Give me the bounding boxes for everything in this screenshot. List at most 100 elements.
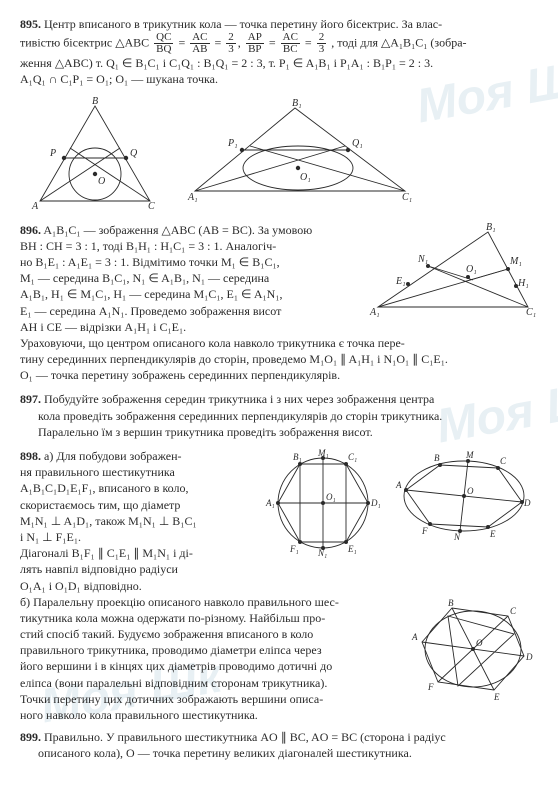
fraction: ACBC bbox=[281, 32, 300, 55]
svg-text:B₁: B₁ bbox=[486, 222, 496, 233]
svg-text:O₁: O₁ bbox=[326, 492, 336, 502]
problem-number: 898. bbox=[20, 449, 41, 463]
svg-text:O₁: O₁ bbox=[300, 172, 311, 183]
text-line: BH : CH = 3 : 1, тоді B₁H₁ : H₁C₁ = 3 : … bbox=[20, 238, 358, 254]
svg-text:F: F bbox=[421, 526, 428, 536]
text-line: A₁B₁C₁D₁E₁F₁, вписаного в коло, bbox=[20, 480, 250, 496]
svg-text:E: E bbox=[493, 692, 500, 702]
svg-text:H₁: H₁ bbox=[517, 278, 529, 289]
svg-text:C₁: C₁ bbox=[526, 307, 536, 317]
svg-text:A₁: A₁ bbox=[187, 192, 198, 203]
svg-text:C₁: C₁ bbox=[402, 192, 412, 203]
text-line: Паралельно їм з вершин трикутника провед… bbox=[20, 424, 538, 440]
text-line: AH і CE — відрізки A₁H₁ і C₁E₁. bbox=[20, 319, 358, 335]
svg-text:O: O bbox=[476, 638, 483, 648]
svg-text:F₁: F₁ bbox=[289, 544, 299, 554]
svg-text:N₁: N₁ bbox=[417, 254, 428, 265]
text: Правильно. У правильного шестикутника AO… bbox=[44, 730, 446, 744]
text-line: но B₁E₁ : A₁E₁ = 3 : 1. Відмітимо точки … bbox=[20, 254, 358, 270]
svg-text:F: F bbox=[427, 682, 434, 692]
svg-text:C₁: C₁ bbox=[348, 452, 357, 462]
svg-text:B: B bbox=[448, 598, 454, 608]
text-line: стий спосіб такий. Будуємо зображення вп… bbox=[20, 626, 400, 642]
text: а) Для побудови зображен- bbox=[44, 449, 182, 463]
page-content: 895. Центр вписаного в трикутник кола — … bbox=[20, 16, 538, 762]
fraction: 23 bbox=[317, 32, 327, 55]
text-line: кола проведіть зображення серединних пер… bbox=[20, 408, 538, 424]
svg-text:O₁: O₁ bbox=[466, 264, 477, 275]
text: A₁B₁C₁ — зображення △ABC (AB = BC). За у… bbox=[43, 223, 312, 237]
text-line: Точки перетину цих дотичних зображають в… bbox=[20, 691, 400, 707]
svg-text:C: C bbox=[500, 456, 507, 466]
text-line: тину серединних перпендикулярів до сторі… bbox=[20, 351, 538, 367]
text-line: M₁N₁ ⊥ A₁D₁, також M₁N₁ ⊥ B₁C₁ bbox=[20, 513, 250, 529]
text-line: еліпса (вони паралельні відповідним стор… bbox=[20, 675, 400, 691]
figure-898a: A₁ B₁ M₁ C₁ D₁ E₁ N₁ F₁ O₁ bbox=[258, 448, 388, 558]
problem-number: 899. bbox=[20, 730, 41, 744]
text-line: і N₁ ⊥ F₁E₁. bbox=[20, 529, 250, 545]
svg-text:C: C bbox=[510, 606, 517, 616]
figure-895b: A₁ B₁ C₁ P₁ Q₁ O₁ bbox=[180, 96, 420, 206]
text-line: тивістю бісектрис △ABC QCBQ = ACAB = 23,… bbox=[20, 32, 538, 55]
problem-899: 899. Правильно. У правильного шестикутни… bbox=[20, 729, 538, 761]
text: Центр вписаного в трикутник кола — точка… bbox=[44, 17, 442, 31]
text-line: правильного трикутника, проводимо діамет… bbox=[20, 642, 400, 658]
figure-896: A₁ B₁ C₁ N₁ M₁ H₁ E₁ O₁ bbox=[368, 222, 538, 317]
text-line: M₁ — середина B₁C₁, N₁ ∈ A₁B₁, N₁ — сере… bbox=[20, 270, 358, 286]
text: , тоді для △A₁B₁C₁ (зобра- bbox=[331, 35, 466, 49]
problem-897: 897. Побудуйте зображення середин трикут… bbox=[20, 391, 538, 440]
svg-text:Q₁: Q₁ bbox=[352, 138, 363, 149]
svg-text:E: E bbox=[489, 529, 496, 539]
svg-text:M₁: M₁ bbox=[509, 256, 522, 267]
problem-898b: б) Паралельну проекцію описаного навколо… bbox=[20, 594, 538, 724]
text: тивістю бісектрис △ABC bbox=[20, 35, 149, 49]
text-line: його вершини і в кінцях цих діаметрів пр… bbox=[20, 658, 400, 674]
svg-text:B: B bbox=[92, 96, 98, 107]
text-line: описаного кола), O — точка перетину вели… bbox=[20, 745, 538, 761]
problem-number: 895. bbox=[20, 17, 41, 31]
svg-text:M: M bbox=[465, 450, 474, 460]
figure-898c: A B C D E F O bbox=[408, 594, 538, 704]
problem-number: 896. bbox=[20, 223, 41, 237]
svg-text:D: D bbox=[525, 652, 533, 662]
figures-895: A B C P Q O A₁ B₁ C₁ P₁ Q₁ O₁ bbox=[20, 96, 538, 216]
svg-text:A₁: A₁ bbox=[369, 307, 380, 317]
text-line: A₁Q₁ ∩ C₁P₁ = O₁; O₁ — шукана точка. bbox=[20, 71, 538, 87]
text-line: ня правильного шестикутника bbox=[20, 464, 250, 480]
svg-text:A: A bbox=[411, 632, 418, 642]
text-line: E₁ — середина A₁N₁. Проведемо зображення… bbox=[20, 303, 358, 319]
text-line: скористаємось тим, що діаметр bbox=[20, 497, 250, 513]
svg-text:A₁: A₁ bbox=[265, 498, 275, 508]
svg-text:E₁: E₁ bbox=[347, 544, 357, 554]
svg-text:E₁: E₁ bbox=[395, 276, 406, 287]
text-line: ження △ABC) т. Q₁ ∈ B₁C₁ і C₁Q₁ : B₁Q₁ =… bbox=[20, 55, 538, 71]
svg-text:A: A bbox=[31, 201, 39, 212]
text-line: тикутника кола можна одержати по-різному… bbox=[20, 610, 400, 626]
svg-text:D: D bbox=[523, 498, 531, 508]
text-line: лять навпіл відповідно радіуси bbox=[20, 561, 250, 577]
text-line: Ураховуючи, що центром описаного кола на… bbox=[20, 335, 538, 351]
problem-895: 895. Центр вписаного в трикутник кола — … bbox=[20, 16, 538, 88]
text-line: O₁ — точка перетину зображень серединних… bbox=[20, 367, 538, 383]
svg-text:B₁: B₁ bbox=[293, 452, 302, 462]
fraction: APBP bbox=[246, 32, 264, 55]
svg-text:P: P bbox=[49, 148, 56, 159]
problem-number: 897. bbox=[20, 392, 41, 406]
svg-text:C: C bbox=[148, 201, 155, 212]
text-line: б) Паралельну проекцію описаного навколо… bbox=[20, 594, 400, 610]
problem-896: 896. A₁B₁C₁ — зображення △ABC (AB = BC).… bbox=[20, 222, 538, 335]
svg-text:A: A bbox=[395, 480, 402, 490]
svg-text:B₁: B₁ bbox=[292, 98, 302, 109]
svg-text:D₁: D₁ bbox=[370, 498, 381, 508]
svg-text:B: B bbox=[434, 453, 440, 463]
svg-text:N: N bbox=[453, 532, 461, 542]
fraction: ACAB bbox=[190, 32, 209, 55]
problem-898: 898. а) Для побудови зображен- ня правил… bbox=[20, 448, 538, 594]
fraction: 23 bbox=[226, 32, 236, 55]
text-line: A₁B₁, H₁ ∈ M₁C₁, H₁ — середина M₁C₁, E₁ … bbox=[20, 286, 358, 302]
text-line: ного навколо кола правильного шестикутни… bbox=[20, 707, 400, 723]
svg-text:N₁: N₁ bbox=[317, 548, 327, 558]
text-line: Діагоналі B₁F₁ ∥ C₁E₁ ∥ M₁N₁ і ді- bbox=[20, 545, 250, 561]
fraction: QCBQ bbox=[154, 32, 173, 55]
svg-text:Q: Q bbox=[130, 148, 138, 159]
